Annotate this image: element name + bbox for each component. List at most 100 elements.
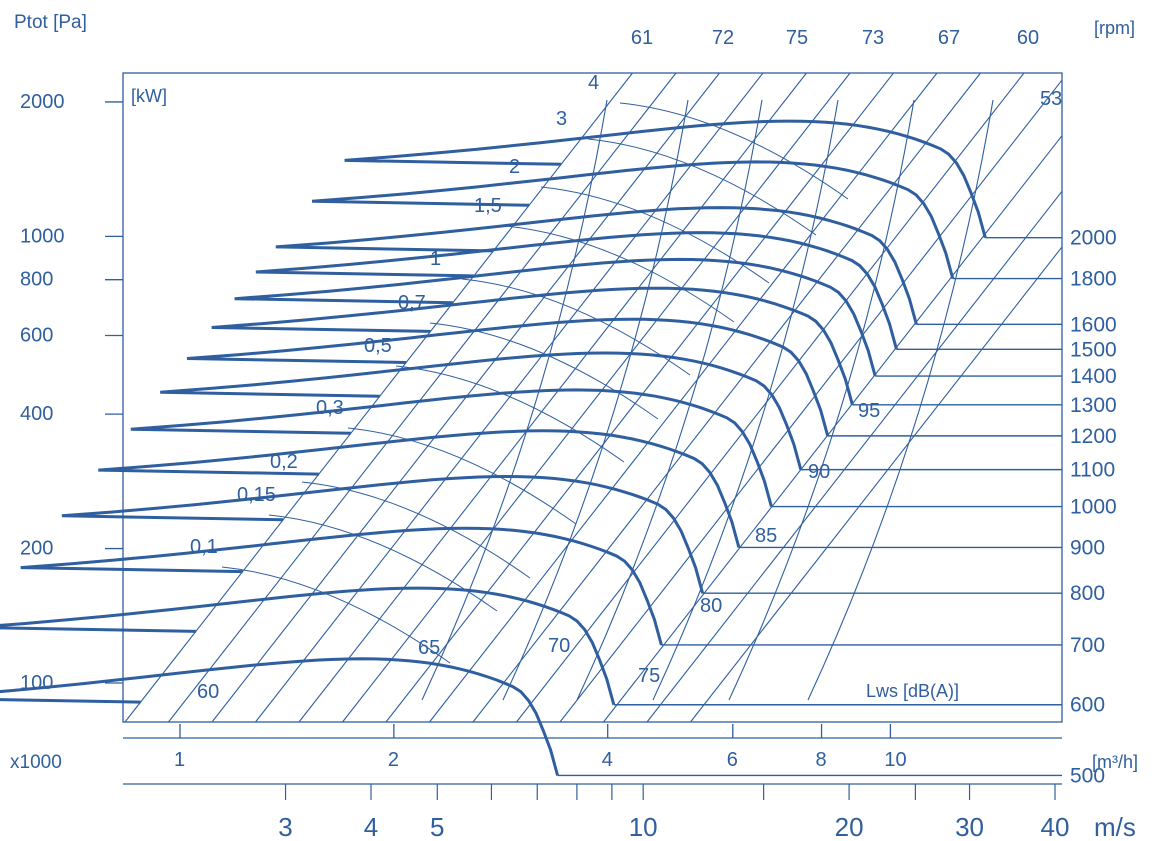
flow-tick-label: 4 [602, 749, 613, 771]
system-line [690, 246, 1063, 723]
rpm-label: 1800 [1070, 268, 1117, 291]
efficiency-curve [728, 99, 915, 701]
rpm-curve [20, 526, 663, 646]
efficiency-label: 73 [862, 27, 884, 49]
power-curve [301, 481, 531, 579]
rpm-curve [211, 286, 854, 406]
rpm-label: 1400 [1070, 365, 1117, 388]
y-tick-label: 2000 [20, 91, 65, 113]
efficiency-curve [576, 99, 763, 701]
rpm-curve [130, 388, 773, 507]
rpm-label: 900 [1070, 536, 1105, 559]
sound-level-value: 85 [755, 525, 777, 547]
flow-tick-label: 10 [884, 749, 906, 771]
system-line [429, 72, 938, 723]
plot-frame [122, 72, 1063, 723]
flow-tick-label: 1 [174, 749, 185, 771]
velocity-tick-label: 5 [430, 812, 444, 841]
rpm-curve [0, 586, 616, 706]
y-tick-label: 1000 [20, 225, 65, 247]
system-line [559, 79, 1063, 723]
power-label: 0,3 [316, 397, 344, 419]
power-label: 1,5 [474, 195, 502, 217]
y-tick-label: 100 [20, 672, 53, 694]
efficiency-label: 67 [938, 27, 960, 49]
power-curve [505, 225, 735, 323]
rpm-label: 700 [1070, 634, 1105, 657]
velocity-unit-label: m/s [1094, 812, 1136, 841]
power-label: 0,1 [190, 536, 218, 558]
system-line [603, 135, 1063, 723]
chart-curves: 2000180016001500140013001200110010009008… [0, 119, 1117, 787]
rpm-curve [0, 657, 560, 776]
rpm-curve [255, 231, 898, 350]
power-curve [429, 322, 659, 420]
efficiency-corner-label: 53 [1040, 88, 1062, 110]
rpm-label: 500 [1070, 764, 1105, 787]
power-label: 0,5 [364, 335, 392, 357]
y-tick-label: 600 [20, 324, 53, 346]
efficiency-label: 75 [786, 27, 808, 49]
rpm-curve [186, 317, 830, 437]
system-line [168, 72, 677, 723]
rpm-curve [98, 429, 741, 548]
flow-tick-label: 2 [388, 749, 399, 771]
power-label: 3 [556, 108, 567, 130]
system-line [298, 72, 807, 723]
efficiency-label: 60 [1017, 27, 1039, 49]
efficiency-curve [421, 99, 608, 701]
velocity-tick-label: 20 [835, 812, 864, 841]
sound-level-value: 90 [808, 461, 830, 483]
efficiency-curve [502, 99, 689, 701]
sound-level-label: Lws [dB(A)] [866, 681, 959, 701]
sound-level-value: 75 [638, 665, 660, 687]
velocity-tick-label: 10 [629, 812, 658, 841]
rpm-label: [rpm] [1094, 18, 1135, 38]
power-label: 4 [588, 72, 599, 94]
sound-level-value: 95 [858, 400, 880, 422]
efficiency-curve [807, 99, 994, 701]
power-label: 0,2 [270, 451, 298, 473]
rpm-curve [61, 474, 705, 594]
sound-level-value: 80 [700, 595, 722, 617]
efficiency-curve [652, 99, 839, 701]
power-label: 0,15 [237, 484, 276, 506]
rpm-curve [160, 351, 803, 470]
power-label: 2 [509, 156, 520, 178]
system-line [646, 190, 1063, 723]
flow-prefix-label: x1000 [10, 752, 62, 773]
power-label: 1 [430, 248, 441, 270]
rpm-curve [275, 206, 918, 325]
flow-tick-label: 6 [727, 749, 738, 771]
rpm-label: 1200 [1070, 425, 1117, 448]
efficiency-label: 61 [631, 27, 653, 49]
power-curve [347, 427, 577, 525]
velocity-tick-label: 4 [364, 812, 378, 841]
rpm-curve [344, 119, 987, 239]
rpm-label: 1300 [1070, 394, 1117, 417]
system-line [516, 72, 1025, 723]
rpm-label: 1000 [1070, 496, 1117, 519]
power-curve [619, 102, 849, 200]
rpm-label: 2000 [1070, 227, 1117, 250]
flow-tick-label: 8 [816, 749, 827, 771]
sound-level-value: 65 [418, 637, 440, 659]
system-line [255, 72, 764, 723]
system-line [342, 72, 851, 723]
sound-level-value: 70 [548, 635, 570, 657]
velocity-tick-label: 3 [278, 812, 292, 841]
velocity-tick-label: 30 [955, 812, 984, 841]
y-axis-label: Ptot [Pa] [14, 12, 87, 33]
rpm-curve [311, 160, 955, 279]
rpm-label: 1600 [1070, 313, 1117, 336]
power-curve [395, 365, 625, 463]
flow-unit-label: [m³/h] [1092, 752, 1138, 772]
rpm-curve [234, 257, 877, 377]
chart-grid [124, 72, 1063, 723]
efficiency-label: 72 [712, 27, 734, 49]
power-label: 0,7 [398, 292, 426, 314]
power-label: [kW] [131, 86, 167, 106]
rpm-label: 1500 [1070, 338, 1117, 361]
